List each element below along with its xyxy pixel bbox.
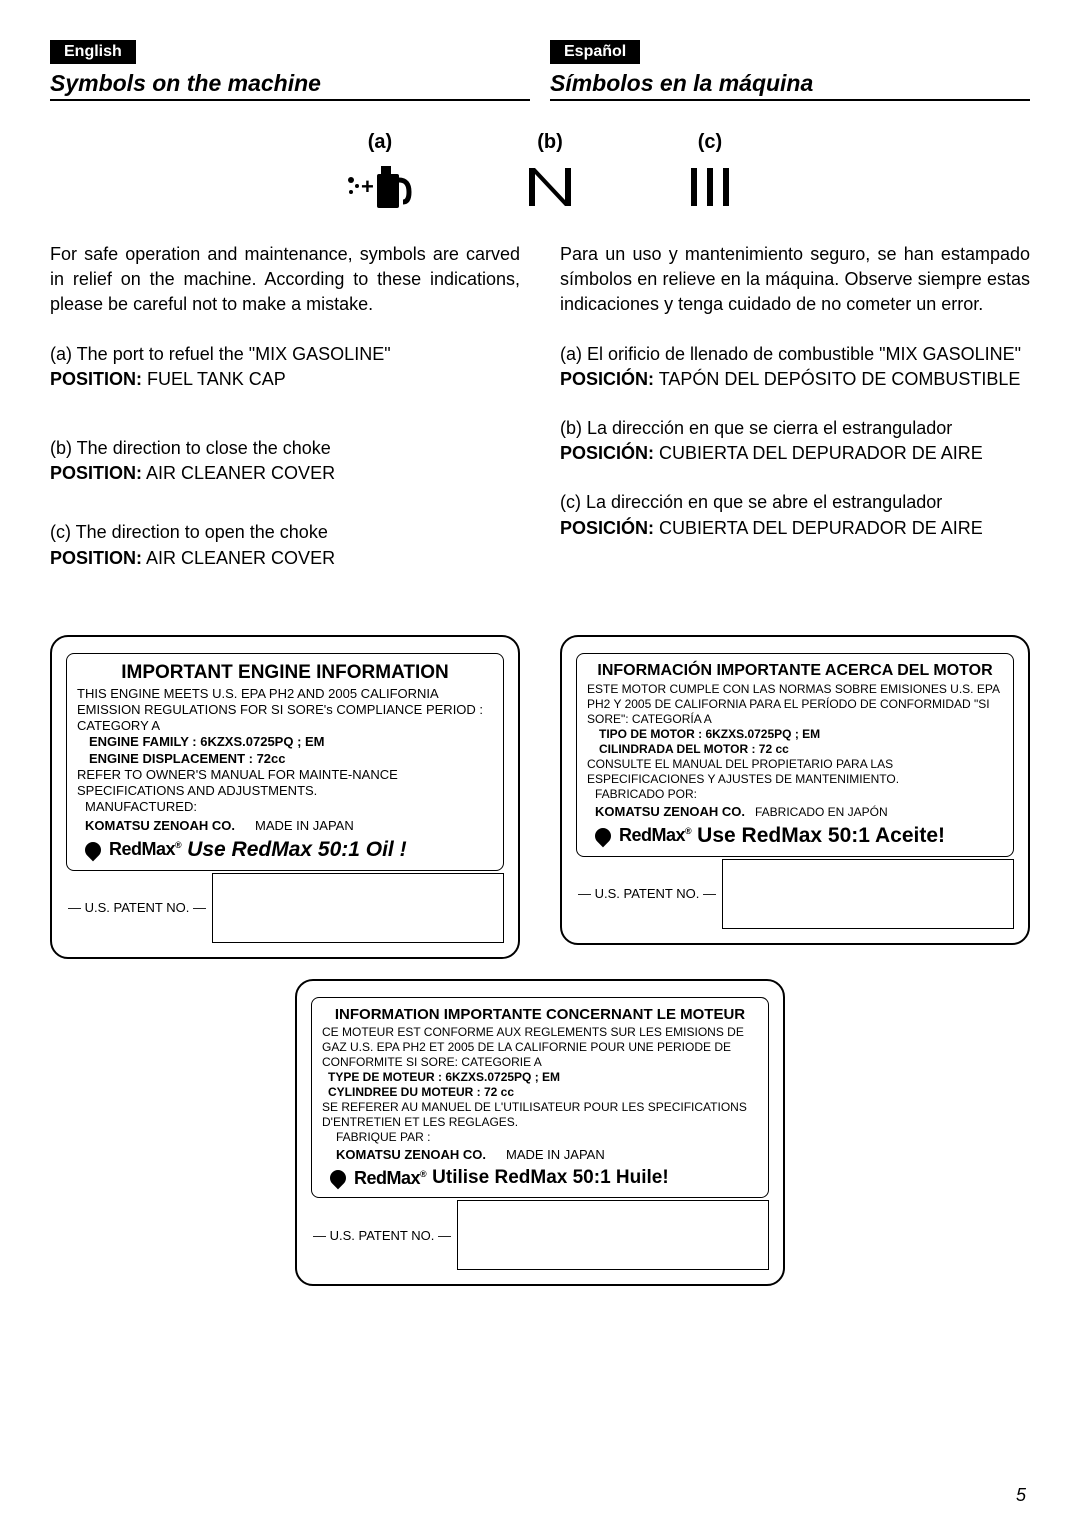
engine-box-english: IMPORTANT ENGINE INFORMATION THIS ENGINE… [50, 635, 520, 959]
item-c-text-english: (c) The direction to open the choke [50, 520, 520, 545]
symbol-c: (c) [685, 131, 735, 212]
redmax-line-en: RedMax® Use RedMax 50:1 Oil ! [77, 838, 493, 862]
item-a-spanish: (a) El orificio de llenado de combustibl… [560, 342, 1030, 392]
patent-row-es: — U.S. PATENT NO. — [576, 859, 1014, 929]
symbol-a-label: (a) [345, 131, 415, 154]
pos-label: POSITION: [50, 548, 142, 568]
pos-value: AIR CLEANER COVER [142, 548, 335, 568]
choke-close-icon [525, 162, 575, 212]
zenoah-fr: KOMATSU ZENOAH CO. [336, 1147, 486, 1162]
section-title-english: Symbols on the machine [50, 70, 530, 101]
redmax-text-es: Use RedMax 50:1 Aceite! [697, 824, 945, 848]
engine-info-row: IMPORTANT ENGINE INFORMATION THIS ENGINE… [50, 635, 1030, 959]
patent-label-es: U.S. PATENT NO. [595, 886, 700, 901]
redmax-text-fr: Utilise RedMax 50:1 Huile! [432, 1167, 669, 1189]
patent-label-en: U.S. PATENT NO. [85, 900, 190, 915]
patent-row-en: — U.S. PATENT NO. — [66, 873, 504, 943]
symbol-a: (a) + [345, 131, 415, 212]
symbol-b-label: (b) [525, 131, 575, 154]
redmax-logo-icon [592, 825, 615, 848]
item-b-text-english: (b) The direction to close the choke [50, 436, 520, 461]
item-c-spanish: (c) La dirección en que se abre el estra… [560, 490, 1030, 540]
engine-line2-es: CONSULTE EL MANUAL DEL PROPIETARIO PARA … [587, 757, 1003, 787]
pos-value: AIR CLEANER COVER [142, 463, 335, 483]
engine-mfg-fr: FABRIQUE PAR : [322, 1130, 758, 1145]
redmax-line-fr: RedMax® Utilise RedMax 50:1 Huile! [322, 1167, 758, 1189]
zenoah-en: KOMATSU ZENOAH CO. [85, 818, 235, 833]
redmax-brand-en: RedMax® [109, 839, 181, 860]
item-a-text-english: (a) The port to refuel the "MIX GASOLINE… [50, 342, 520, 367]
patent-label-fr: U.S. PATENT NO. [330, 1228, 435, 1243]
pos-label: POSICIÓN: [560, 369, 654, 389]
engine-mfg-en: MANUFACTURED: [77, 799, 493, 815]
redmax-text-en: Use RedMax 50:1 Oil ! [187, 838, 406, 862]
patent-box-fr [457, 1200, 769, 1270]
pos-label: POSICIÓN: [560, 443, 654, 463]
pos-value: CUBIERTA DEL DEPURADOR DE AIRE [654, 518, 983, 538]
engine-title-es: INFORMACIÓN IMPORTANTE ACERCA DEL MOTOR [587, 662, 1003, 680]
symbol-b: (b) [525, 131, 575, 212]
redmax-line-es: RedMax® Use RedMax 50:1 Aceite! [587, 824, 1003, 848]
pos-value: CUBIERTA DEL DEPURADOR DE AIRE [654, 443, 983, 463]
symbols-row: (a) + (b) (c) [50, 131, 1030, 212]
intro-spanish: Para un uso y mantenimiento seguro, se h… [560, 242, 1030, 318]
pos-value: FUEL TANK CAP [142, 369, 286, 389]
symbol-c-label: (c) [685, 131, 735, 154]
engine-disp-en: ENGINE DISPLACEMENT : 72cc [77, 751, 493, 767]
engine-line1-fr: CE MOTEUR EST CONFORME AUX REGLEMENTS SU… [322, 1025, 758, 1070]
engine-title-fr: INFORMATION IMPORTANTE CONCERNANT LE MOT… [322, 1006, 758, 1023]
fuel-icon: + [345, 162, 415, 212]
svg-text:+: + [361, 174, 374, 199]
engine-mfg-es: FABRICADO POR: [587, 787, 1003, 802]
made-in-fr: MADE IN JAPAN [506, 1147, 605, 1162]
redmax-brand-es: RedMax® [619, 825, 691, 846]
patent-box-en [212, 873, 504, 943]
patent-row-fr: — U.S. PATENT NO. — [311, 1200, 769, 1270]
redmax-logo-icon [82, 839, 105, 862]
engine-family-es: TIPO DE MOTOR : 6KZXS.0725PQ ; EM [587, 727, 1003, 742]
lang-label-english: English [50, 40, 136, 64]
content-english: For safe operation and maintenance, symb… [50, 242, 520, 595]
item-c-text-spanish: (c) La dirección en que se abre el estra… [560, 490, 1030, 515]
engine-line1-es: ESTE MOTOR CUMPLE CON LAS NORMAS SOBRE E… [587, 682, 1003, 727]
made-in-en: MADE IN JAPAN [255, 818, 354, 833]
page-number: 5 [1016, 1485, 1026, 1506]
patent-box-es [722, 859, 1014, 929]
pos-label: POSITION: [50, 369, 142, 389]
intro-english: For safe operation and maintenance, symb… [50, 242, 520, 318]
engine-disp-es: CILINDRADA DEL MOTOR : 72 cc [587, 742, 1003, 757]
engine-box-spanish: INFORMACIÓN IMPORTANTE ACERCA DEL MOTOR … [560, 635, 1030, 959]
engine-disp-fr: CYLINDREE DU MOTEUR : 72 cc [322, 1085, 758, 1100]
pos-value: TAPÓN DEL DEPÓSITO DE COMBUSTIBLE [654, 369, 1020, 389]
engine-line2-fr: SE REFERER AU MANUEL DE L'UTILISATEUR PO… [322, 1100, 758, 1130]
engine-box-french: INFORMATION IMPORTANTE CONCERNANT LE MOT… [295, 979, 785, 1286]
engine-line2-en: REFER TO OWNER'S MANUAL FOR MAINTE-NANCE… [77, 767, 493, 800]
made-in-es: FABRICADO EN JAPÓN [755, 805, 888, 819]
item-a-text-spanish: (a) El orificio de llenado de combustibl… [560, 342, 1030, 367]
item-b-text-spanish: (b) La dirección en que se cierra el est… [560, 416, 1030, 441]
engine-family-fr: TYPE DE MOTEUR : 6KZXS.0725PQ ; EM [322, 1070, 758, 1085]
pos-label: POSICIÓN: [560, 518, 654, 538]
item-b-spanish: (b) La dirección en que se cierra el est… [560, 416, 1030, 466]
item-a-english: (a) The port to refuel the "MIX GASOLINE… [50, 342, 520, 392]
engine-line1-en: THIS ENGINE MEETS U.S. EPA PH2 AND 2005 … [77, 686, 493, 735]
choke-open-icon [685, 162, 735, 212]
pos-label: POSITION: [50, 463, 142, 483]
content-row: For safe operation and maintenance, symb… [50, 242, 1030, 595]
section-title-spanish: Símbolos en la máquina [550, 70, 1030, 101]
lang-label-spanish: Español [550, 40, 640, 64]
content-spanish: Para un uso y mantenimiento seguro, se h… [560, 242, 1030, 595]
redmax-brand-fr: RedMax® [354, 1168, 426, 1189]
redmax-logo-icon [327, 1167, 350, 1190]
item-c-english: (c) The direction to open the choke POSI… [50, 520, 520, 570]
zenoah-es: KOMATSU ZENOAH CO. [595, 804, 745, 819]
header-col-spanish: Español Símbolos en la máquina [530, 40, 1030, 101]
header-row: English Symbols on the machine Español S… [50, 40, 1030, 101]
engine-family-en: ENGINE FAMILY : 6KZXS.0725PQ ; EM [77, 734, 493, 750]
engine-title-en: IMPORTANT ENGINE INFORMATION [77, 662, 493, 684]
item-b-english: (b) The direction to close the choke POS… [50, 436, 520, 486]
header-col-english: English Symbols on the machine [50, 40, 530, 101]
